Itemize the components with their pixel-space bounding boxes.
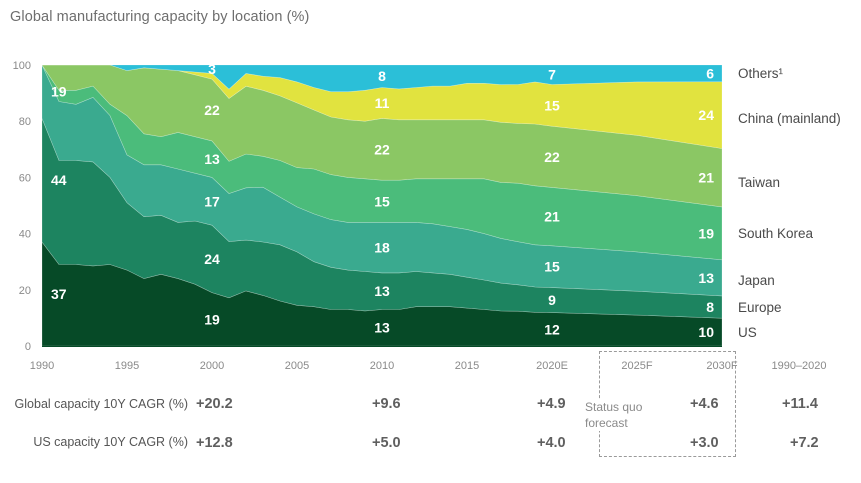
us-cagr-2020: +4.0 — [537, 435, 566, 451]
data-label-japan-2030: 13 — [698, 270, 714, 286]
x-tick-label: 2000 — [200, 360, 224, 372]
us-cagr-2010: +5.0 — [372, 435, 401, 451]
data-label-south-korea-2020: 21 — [544, 209, 560, 225]
row-label-global-cagr: Global capacity 10Y CAGR (%) — [14, 397, 188, 411]
data-label-taiwan-2030: 21 — [698, 170, 714, 186]
legend-item-south-korea: South Korea — [738, 226, 814, 241]
x-tick-label: 2025F — [621, 360, 652, 372]
x-tick-label: 2010 — [370, 360, 394, 372]
y-tick-label: 40 — [19, 229, 31, 241]
x-tick-label: 2015 — [455, 360, 479, 372]
data-label-europe-2020: 9 — [548, 292, 556, 308]
us-cagr-2030: +3.0 — [690, 435, 719, 451]
data-label-japan-2010: 18 — [374, 240, 390, 256]
area-series-group — [41, 64, 723, 347]
data-label-europe-2030: 8 — [706, 299, 714, 315]
x-tick-label: 1995 — [115, 360, 139, 372]
data-label-europe-1990: 44 — [51, 172, 67, 188]
data-label-europe-2000: 24 — [204, 251, 220, 267]
legend-item-us: US — [738, 325, 757, 340]
data-labels-group: 37 44 19 19 24 17 13 22 3 13 13 18 15 22 11 8 12 9 15 21 22 1… — [51, 61, 714, 340]
us-cagr-1990-2020: +7.2 — [790, 435, 819, 451]
forecast-note-text: Status quo forecast — [585, 400, 643, 430]
data-label-china-mainland-2020: 15 — [544, 97, 560, 113]
period-column-header: 1990–2020 — [771, 360, 826, 372]
data-label-taiwan-2010: 22 — [374, 141, 390, 157]
forecast-note: Status quo forecast — [585, 399, 657, 431]
y-tick-label: 20 — [19, 285, 31, 297]
x-axis: 1990 1995 2000 2005 2010 2015 2020E 2025F 2030F 1… — [30, 360, 827, 372]
legend-item-others: Others¹ — [738, 66, 784, 81]
data-label-us-1990: 37 — [51, 286, 67, 302]
x-tick-label: 2030F — [706, 360, 737, 372]
data-label-us-2020: 12 — [544, 321, 560, 337]
data-label-others-2010: 8 — [378, 68, 386, 84]
data-label-china-mainland-2010: 11 — [375, 95, 390, 111]
data-label-taiwan-2000: 22 — [204, 102, 220, 118]
y-tick-label: 100 — [13, 60, 31, 72]
data-label-japan-2020: 15 — [544, 259, 560, 275]
legend-item-europe: Europe — [738, 300, 782, 315]
legend-item-japan: Japan — [738, 273, 775, 288]
global-cagr-2000: +20.2 — [196, 396, 233, 412]
data-label-others-2020: 7 — [548, 67, 556, 83]
data-label-us-2010: 13 — [374, 320, 390, 336]
data-label-us-2000: 19 — [204, 311, 220, 327]
legend: Others¹ China (mainland) Taiwan South Korea… — [738, 66, 841, 340]
y-tick-label: 80 — [19, 116, 31, 128]
global-cagr-2020: +4.9 — [537, 396, 566, 412]
data-label-south-korea-2010: 15 — [374, 193, 390, 209]
global-cagr-1990-2020: +11.4 — [782, 396, 818, 412]
data-label-us-2030: 10 — [698, 324, 714, 340]
data-label-china-mainland-2030: 24 — [698, 107, 714, 123]
legend-item-taiwan: Taiwan — [738, 175, 780, 190]
data-label-japan-2000: 17 — [204, 193, 220, 209]
data-label-japan-1990: 19 — [51, 84, 67, 100]
data-label-south-korea-2000: 13 — [204, 151, 220, 167]
legend-item-china-mainland: China (mainland) — [738, 111, 841, 126]
data-label-others-2000: 3 — [208, 61, 216, 77]
y-tick-label: 0 — [25, 341, 31, 353]
data-label-others-2030: 6 — [706, 65, 714, 81]
row-label-us-cagr: US capacity 10Y CAGR (%) — [33, 435, 188, 449]
data-label-europe-2010: 13 — [374, 283, 390, 299]
x-tick-label: 2020E — [536, 360, 568, 372]
data-label-south-korea-2030: 19 — [698, 225, 714, 241]
x-tick-label: 1990 — [30, 360, 54, 372]
data-label-taiwan-2020: 22 — [544, 149, 560, 165]
y-axis: 0 20 40 60 80 100 — [13, 60, 722, 353]
area-others — [42, 64, 723, 92]
x-tick-label: 2005 — [285, 360, 309, 372]
global-cagr-2010: +9.6 — [372, 396, 401, 412]
us-cagr-2000: +12.8 — [196, 435, 233, 451]
global-cagr-2030: +4.6 — [690, 396, 719, 412]
chart-title: Global manufacturing capacity by locatio… — [10, 9, 310, 25]
y-tick-label: 60 — [19, 172, 31, 184]
